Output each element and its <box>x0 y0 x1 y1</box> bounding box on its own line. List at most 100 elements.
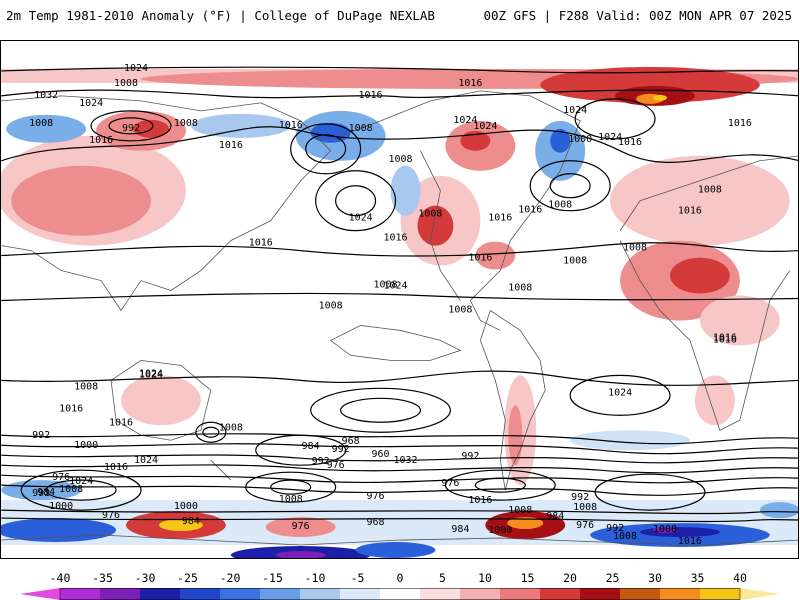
so-cool-4 <box>355 542 436 558</box>
isobar-label: 992 <box>122 123 140 134</box>
colorbar-tick-label: 25 <box>605 571 620 585</box>
isobar-label: 976 <box>52 472 70 483</box>
isobar-label: 1016 <box>468 253 492 264</box>
isobar-label: 1024 <box>124 63 148 74</box>
na-west-coast-cool <box>390 165 421 216</box>
isobar-label: 1024 <box>473 121 497 132</box>
alaska-cool-core <box>310 122 351 143</box>
isobar-label: 984 <box>546 511 564 522</box>
so-cool-1 <box>1 480 82 501</box>
south-america-east <box>490 310 546 491</box>
isobar-label: 1008 <box>29 118 53 129</box>
colorbar-arrow-left <box>20 588 60 600</box>
isobar-label: 1024 <box>453 115 477 126</box>
colorbar-tick-label: 30 <box>648 571 662 585</box>
isobar-992-south <box>1 454 798 464</box>
colorbar-tick-label: -35 <box>92 571 113 585</box>
isobar-label: 1016 <box>488 213 512 224</box>
isobar-label: 1008 <box>74 381 98 392</box>
isobar-1024-antarctic <box>1 517 798 523</box>
asia-warm-mid <box>11 165 151 236</box>
isobar-label: 1008 <box>114 78 138 89</box>
isobar-high-pacific-inner <box>335 185 377 217</box>
africa-south-warm <box>699 295 780 346</box>
so-warm-2 <box>265 517 336 538</box>
colorbar-tick-label: 35 <box>690 571 705 585</box>
colorbar-segment <box>300 588 341 600</box>
colorbar-segment <box>260 588 301 600</box>
isobar-label: 984 <box>37 487 55 498</box>
isobar-label: 960 <box>372 449 390 460</box>
isobar-low-so-2 <box>245 471 337 503</box>
isobar-label: 1000 <box>74 440 98 451</box>
greenland-warm <box>540 66 760 103</box>
isobar-label: 984 <box>182 516 200 527</box>
isobar-label: 1008 <box>279 494 303 505</box>
s-atlantic-cool <box>570 430 690 451</box>
antarctica-outline <box>1 534 798 546</box>
colorbar-tick-label: 15 <box>520 571 535 585</box>
colorbar-tick-label: 10 <box>478 571 492 585</box>
isobar-low-so-2-inner <box>270 479 312 495</box>
isobar-label: 1016 <box>89 135 113 146</box>
colorbar-segment <box>140 588 181 600</box>
map-title: 2m Temp 1981-2010 Anomaly (°F) | College… <box>6 8 435 23</box>
isobar-1024-north <box>1 66 798 74</box>
colorbar-segment <box>100 588 141 600</box>
header-bar: 2m Temp 1981-2010 Anomaly (°F) | College… <box>0 0 800 30</box>
isobar-label: 1000 <box>488 525 512 536</box>
isobar-label: 1008 <box>174 118 198 129</box>
colorbar-tick-label: -5 <box>350 571 365 585</box>
colorbar-segment <box>660 588 701 600</box>
asia-cool-patch <box>6 114 87 143</box>
isobar-label: 1008 <box>349 123 373 134</box>
isobar-label: 1008 <box>59 484 83 495</box>
world-map[interactable]: 1024 1032 1024 1016 1008 1008 992 1008 1016 1016 1… <box>0 40 799 559</box>
so-purple-1 <box>275 551 326 558</box>
isobar-label: 976 <box>327 460 345 471</box>
labrador-cool-core <box>550 128 571 153</box>
isobar-label: 1024 <box>598 132 622 143</box>
colorbar-tick-label: -20 <box>219 571 241 585</box>
isobar-low-alaska <box>290 123 362 175</box>
colorbar-tick-label: -15 <box>262 571 283 585</box>
so-purple-2 <box>653 527 677 534</box>
isobar-low-alaska-inner <box>305 134 347 164</box>
isobar-low-nz <box>195 421 227 443</box>
isobar-high-s-atlantic <box>569 374 671 416</box>
eurasia-east-outline <box>1 95 332 312</box>
model-run-info: 00Z GFS | F288 Valid: 00Z MON APR 07 202… <box>483 8 792 23</box>
isobar-label: 1016 <box>219 140 243 151</box>
anomaly-shading <box>1 66 798 558</box>
north-america-outline <box>340 90 581 331</box>
isobar-low-so-3 <box>444 469 556 501</box>
isobar-label: 984 <box>302 441 320 452</box>
colorbar-segment <box>500 588 541 600</box>
isobar-label: 1000 <box>568 134 592 145</box>
isobar-label: 1008 <box>388 154 412 165</box>
isobar-label: 1008 <box>613 531 637 542</box>
isobar-label: 984 <box>451 524 469 535</box>
isobar-label: 1024 <box>79 98 103 109</box>
isobar-1008-tropics <box>1 292 798 302</box>
isobar-label: 1008 <box>563 256 587 267</box>
isobars <box>1 66 798 523</box>
colorbar-arrow-right <box>740 588 780 600</box>
australia-outline <box>110 359 212 441</box>
isobar-1008-south <box>1 433 798 445</box>
colorbar-segment <box>540 588 581 600</box>
isobar-label: 992 <box>32 488 50 499</box>
us-east-warm <box>475 241 516 270</box>
isobar-low-so-4 <box>594 473 706 511</box>
isobar-label: 1016 <box>59 403 83 414</box>
isobar-label: 1016 <box>468 495 492 506</box>
isobar-label: 1000 <box>49 501 73 512</box>
australia-warm <box>121 375 201 426</box>
isobar-984-south <box>1 464 798 474</box>
isobar-label: 1016 <box>678 206 702 217</box>
europe-outline <box>619 155 798 231</box>
africa-warm-core <box>669 257 730 294</box>
isobar-label: 1016 <box>359 90 383 101</box>
